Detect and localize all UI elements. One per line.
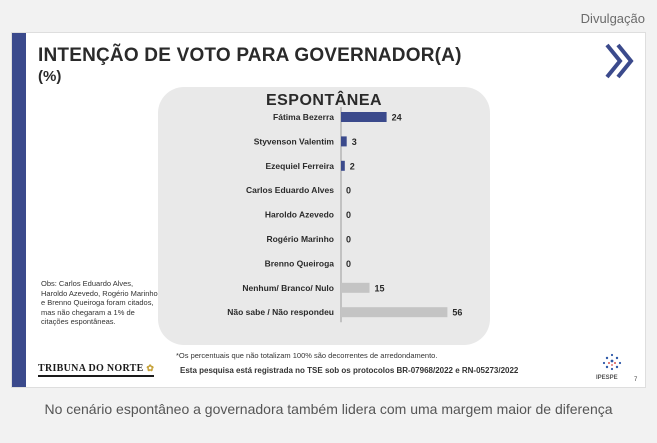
page-number: 7: [634, 377, 638, 383]
image-caption: No cenário espontâneo a governadora tamb…: [44, 401, 613, 417]
data-label: 0: [346, 235, 351, 245]
tribuna-do-norte-logo: TRIBUNA DO NORTE ✿: [38, 363, 155, 377]
category-label: Carlos Eduardo Alves: [246, 185, 334, 195]
bar: [341, 307, 448, 318]
photo-credit: Divulgação: [580, 11, 645, 26]
bar: [341, 282, 370, 293]
bar: [341, 136, 347, 147]
data-label: 24: [392, 113, 402, 123]
chevron-right-icon: [605, 43, 634, 79]
category-label: Fátima Bezerra: [273, 112, 334, 122]
slide: INTENÇÃO DE VOTO PARA GOVERNADOR(A) (%) …: [11, 32, 646, 388]
bar: [341, 160, 345, 171]
category-label: Brenno Queiroga: [265, 258, 335, 268]
bar: [341, 112, 387, 122]
category-label: Styvenson Valentim: [254, 136, 335, 146]
data-label: 15: [375, 283, 385, 293]
category-label: Rogério Marinho: [266, 234, 334, 244]
chart-panel: ESPONTÂNEA: [158, 87, 490, 345]
leaf-icon: ✿: [146, 363, 155, 373]
data-label: 56: [452, 308, 462, 318]
ipespe-logo-text: IPESPE: [596, 375, 618, 381]
slide-subtitle: (%): [38, 68, 62, 85]
data-label: 2: [350, 161, 355, 171]
slide-title: INTENÇÃO DE VOTO PARA GOVERNADOR(A): [38, 45, 462, 66]
data-label: 0: [346, 210, 351, 220]
bar-chart: Fátima Bezerra 24 Styvenson Valentim 3 Ezequ…: [227, 107, 462, 323]
observation-note: Obs: Carlos Eduardo Alves, Haroldo Azeve…: [41, 279, 158, 326]
category-label: Nenhum/ Branco/ Nulo: [242, 283, 334, 293]
data-label: 0: [346, 259, 351, 269]
data-label: 3: [352, 137, 357, 147]
ipespe-logo-icon: [602, 353, 622, 371]
chart-title: ESPONTÂNEA: [265, 92, 383, 109]
category-label: Não sabe / Não respondeu: [227, 307, 334, 317]
category-label: Haroldo Azevedo: [265, 210, 334, 220]
registration-note: Esta pesquisa está registrada no TSE sob…: [180, 366, 519, 375]
category-label: Ezequiel Ferreira: [265, 161, 334, 171]
rounding-footnote: *Os percentuais que não totalizam 100% s…: [176, 351, 438, 360]
accent-bar: [12, 33, 26, 387]
data-label: 0: [346, 186, 351, 196]
tribuna-logo-text: TRIBUNA DO NORTE: [38, 363, 144, 374]
